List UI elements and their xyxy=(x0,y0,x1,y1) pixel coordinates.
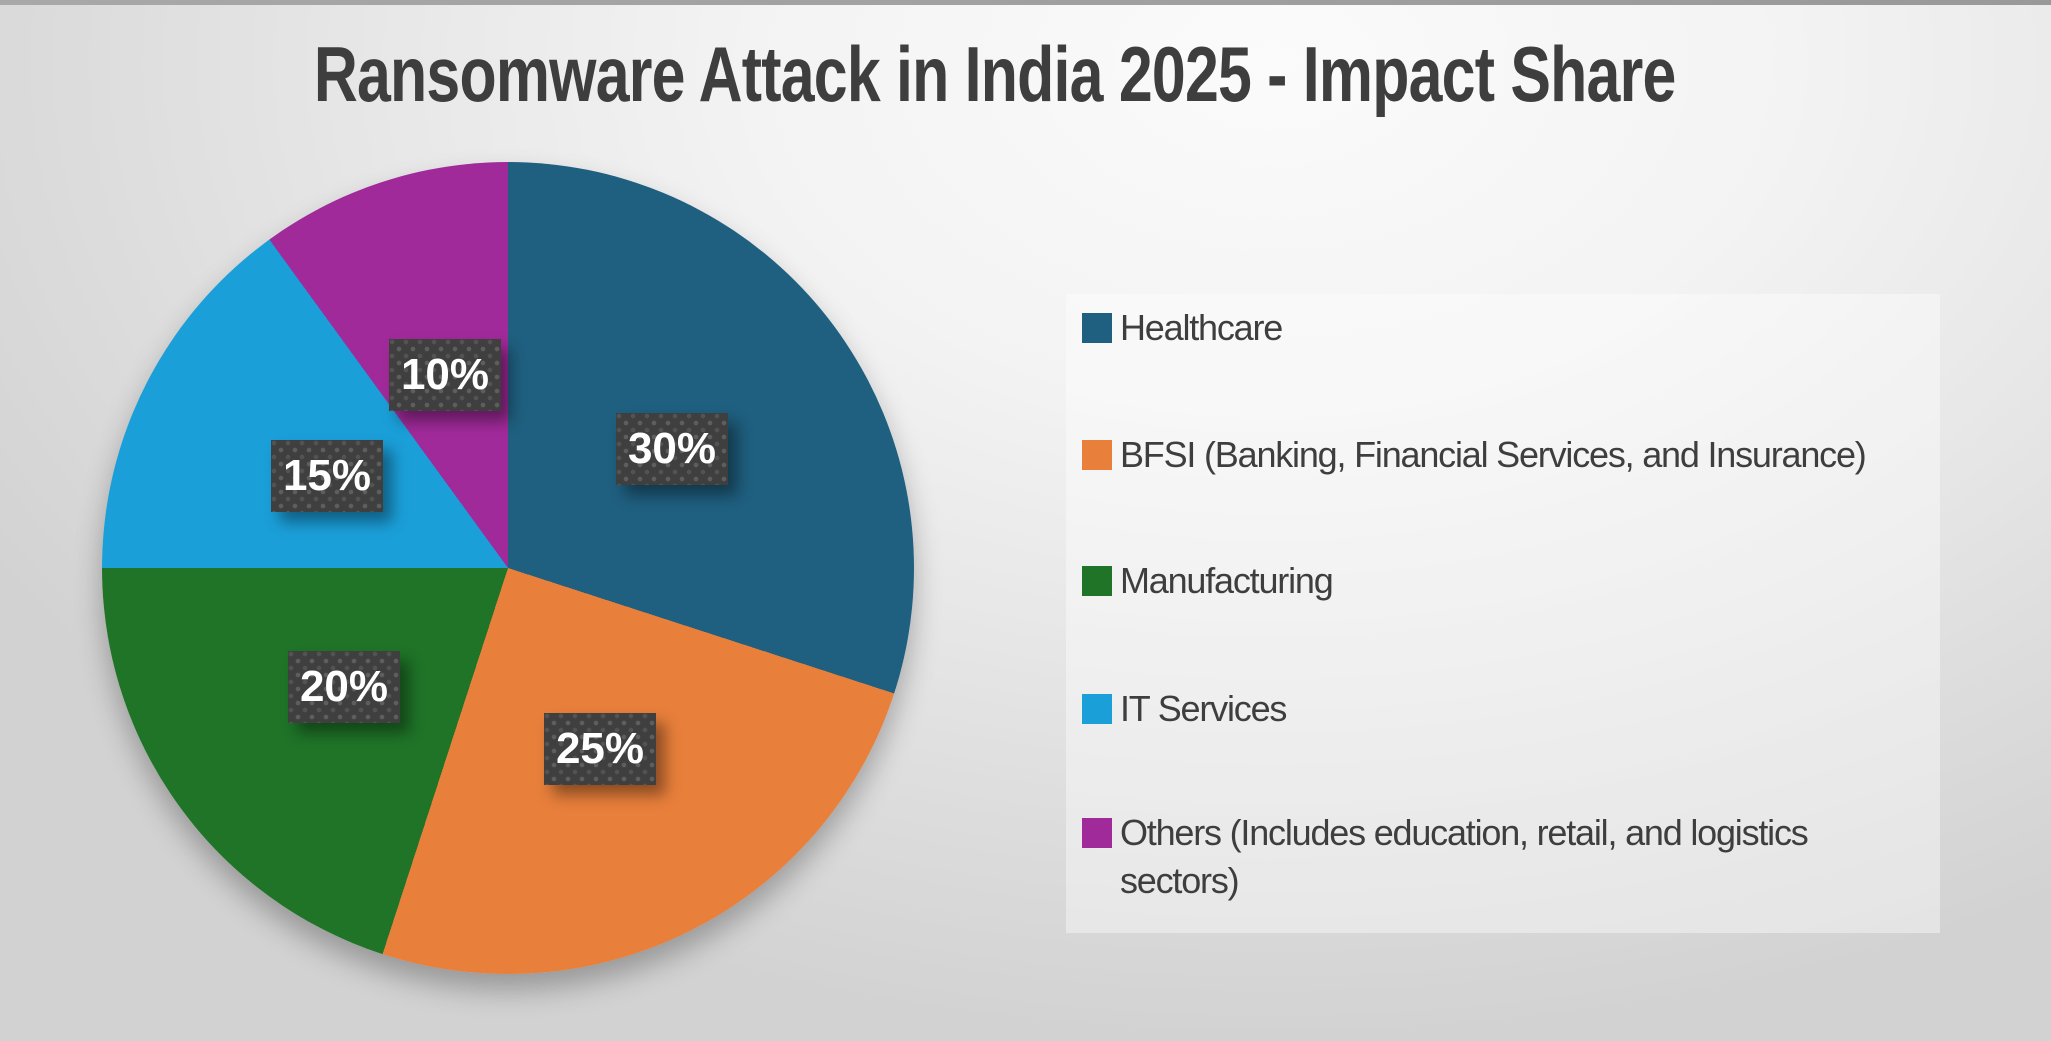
pie-data-label: 30% xyxy=(616,413,728,485)
legend-label: Manufacturing xyxy=(1120,560,1334,601)
legend-color-marker xyxy=(1082,694,1112,724)
legend-item: Manufacturing xyxy=(1082,557,1924,605)
pie-data-label: 10% xyxy=(389,339,501,411)
legend-item: IT Services xyxy=(1082,685,1924,733)
pie-data-label: 25% xyxy=(544,713,656,785)
legend-panel: Healthcare BFSI (Banking, Financial Servi… xyxy=(1066,294,1940,933)
pie-chart xyxy=(102,162,914,974)
legend-item: BFSI (Banking, Financial Services, and I… xyxy=(1082,431,1924,479)
chart-title: Ransomware Attack in India 2025 - Impact… xyxy=(0,30,2051,118)
chart-title-text: Ransomware Attack in India 2025 - Impact… xyxy=(313,30,1676,118)
legend-label: BFSI (Banking, Financial Services, and I… xyxy=(1120,434,1867,475)
legend-color-marker xyxy=(1082,818,1112,848)
legend-item: Healthcare xyxy=(1082,304,1924,352)
legend-color-marker xyxy=(1082,313,1112,343)
legend-color-marker xyxy=(1082,566,1112,596)
legend-label: Others (Includes education, retail, and … xyxy=(1120,812,1809,901)
legend-color-marker xyxy=(1082,440,1112,470)
pie-data-label: 15% xyxy=(271,440,383,512)
top-edge-strip xyxy=(0,0,2051,5)
legend-label: Healthcare xyxy=(1120,307,1283,348)
legend-item: Others (Includes education, retail, and … xyxy=(1082,809,1924,905)
pie-data-label: 20% xyxy=(288,651,400,723)
legend-label: IT Services xyxy=(1120,688,1287,729)
